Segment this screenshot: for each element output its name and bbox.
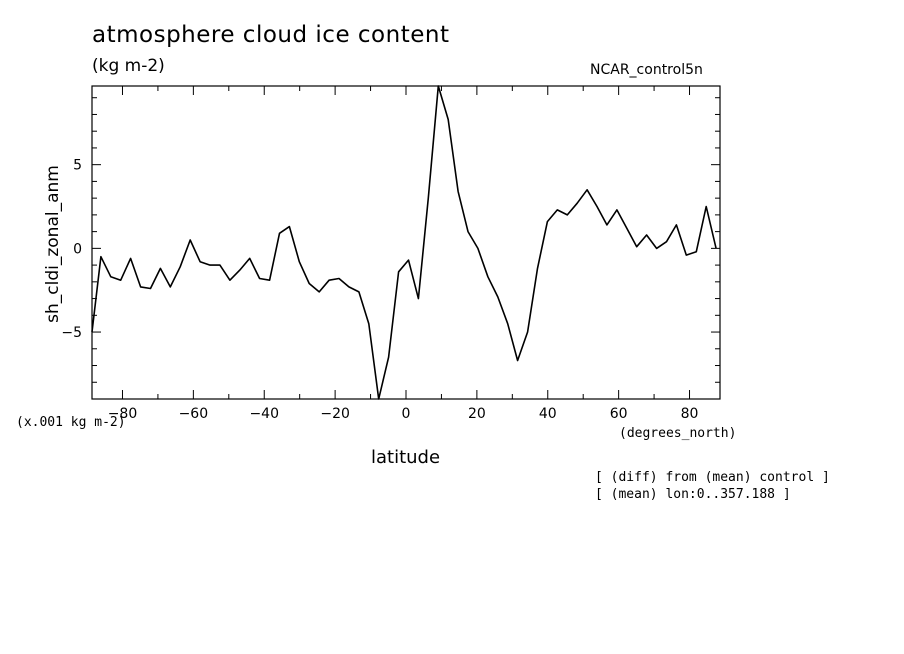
x-tick-label: −40 [249,406,279,422]
x-tick-label: −20 [320,406,350,422]
run-name: NCAR_control5n [590,62,703,78]
x-axis-units: (degrees_north) [619,426,737,441]
series-line [91,85,717,400]
y-scale-note: (x.001 kg m-2) [16,415,126,430]
x-tick-label: 80 [681,406,699,422]
plot-frame [91,85,721,400]
x-tick-label: 40 [539,406,557,422]
x-tick-label: −80 [108,406,138,422]
chart-units: (kg m-2) [92,56,165,76]
x-axis-label: latitude [371,447,441,468]
mean-note: [ (mean) lon:0..357.188 ] [595,487,791,502]
diff-note: [ (diff) from (mean) control ] [595,470,830,485]
y-tick-label: 0 [73,241,82,257]
y-tick-label: 5 [73,158,82,174]
x-tick-label: −60 [179,406,209,422]
x-tick-label: 20 [468,406,486,422]
x-tick-label: 60 [610,406,628,422]
y-axis-label: sh_cldi_zonal_anm [43,165,63,323]
axis-ticks [92,86,720,399]
chart-title: atmosphere cloud ice content [92,22,450,48]
y-tick-label: −5 [61,325,82,341]
x-tick-label: 0 [402,406,411,422]
tick-labels: −80 −60 −40 −20 0 20 40 60 80 −5 0 5 [61,158,698,422]
